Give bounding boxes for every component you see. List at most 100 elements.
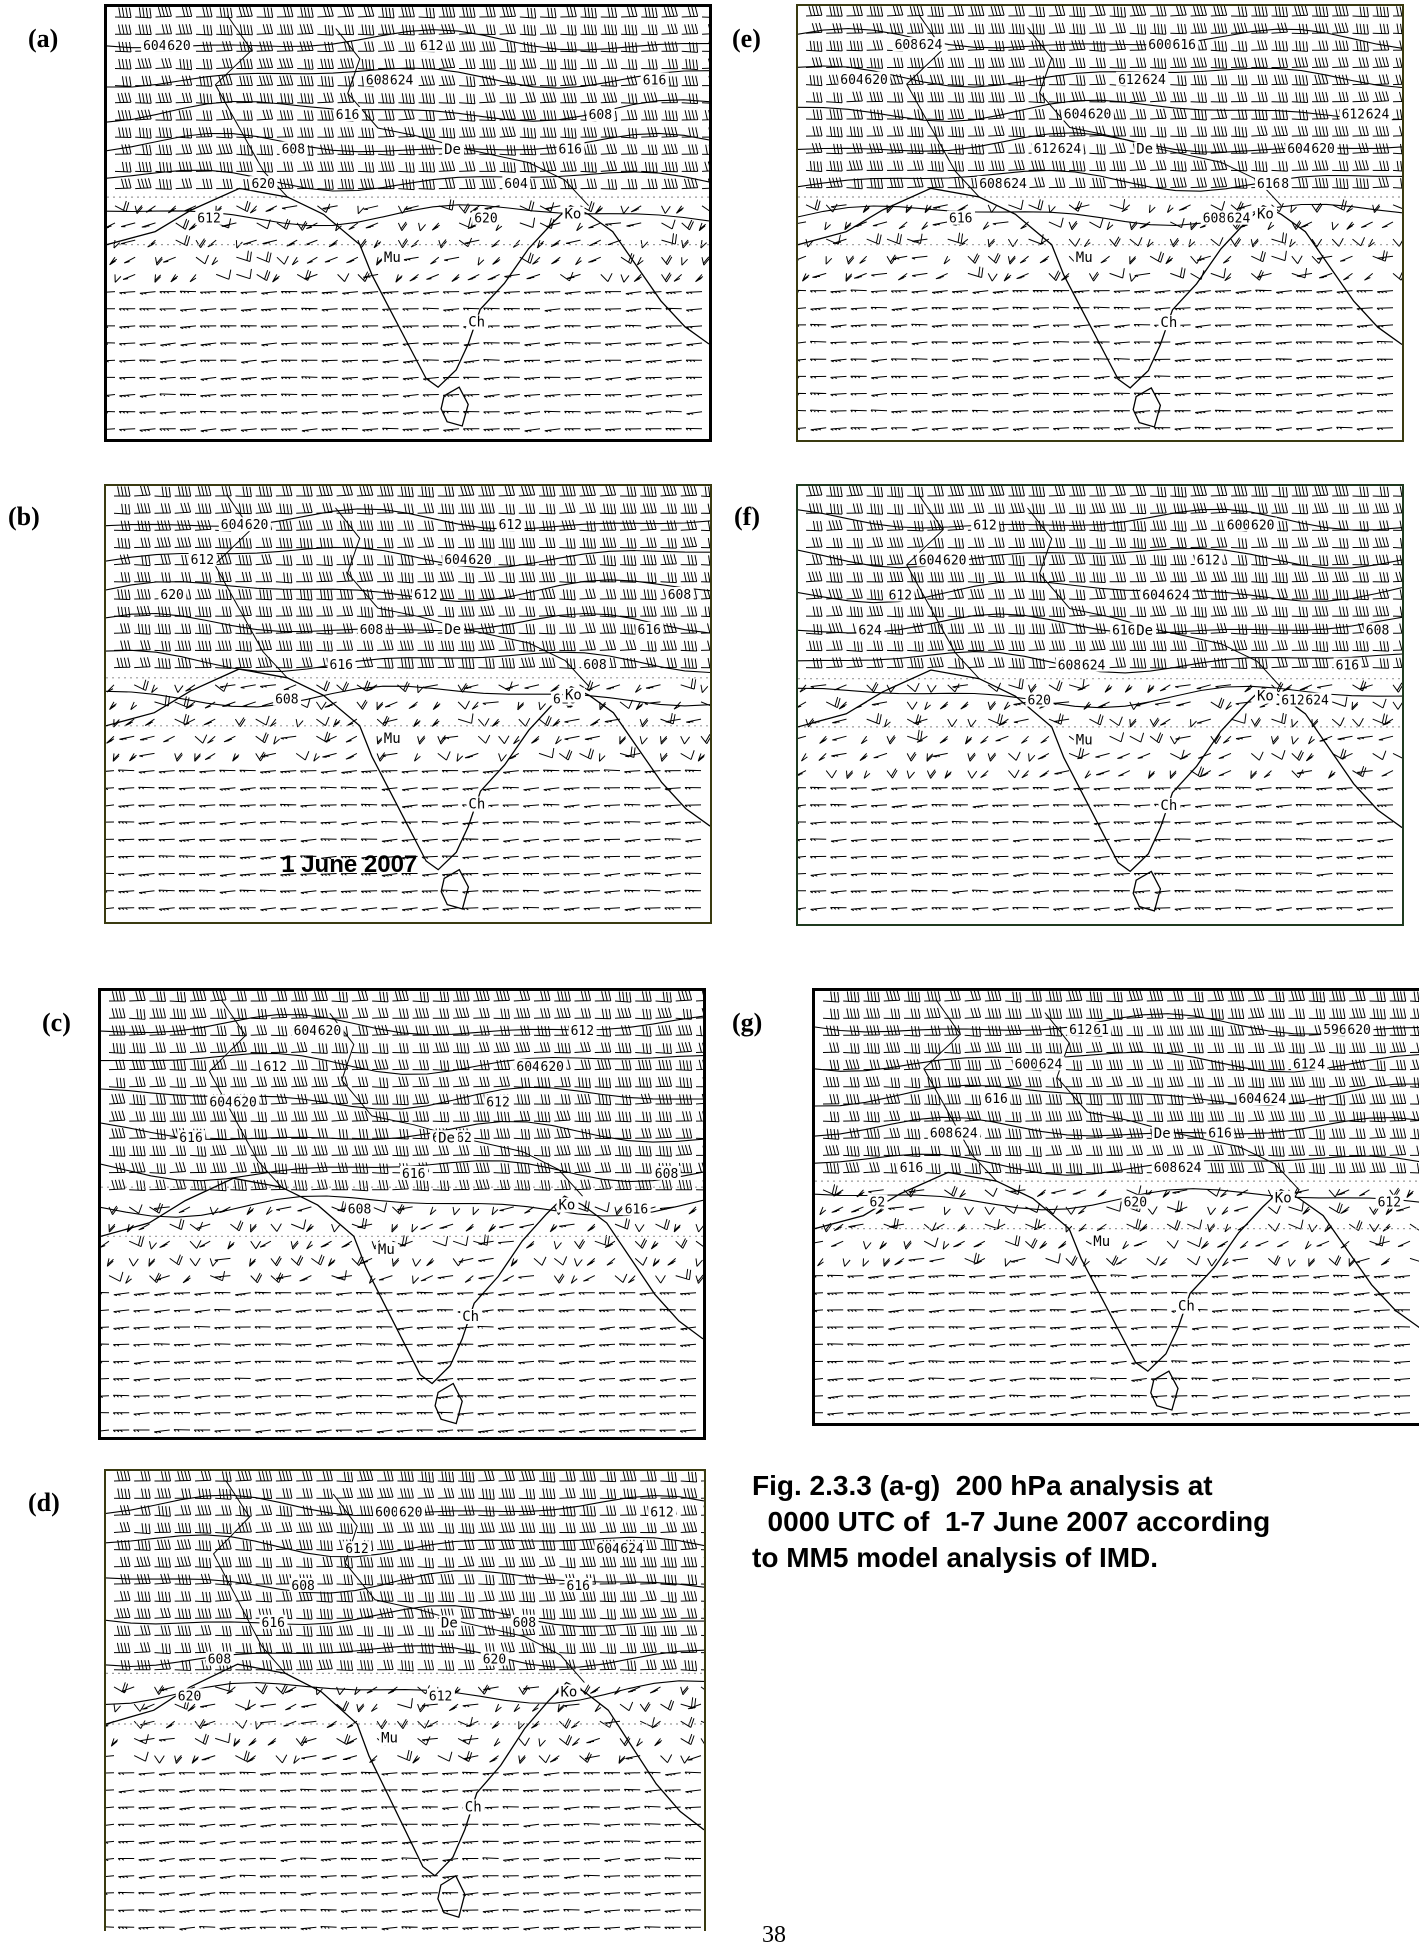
wind-barb bbox=[661, 1626, 677, 1636]
contour-value-label: 600 bbox=[1227, 518, 1250, 533]
wind-barb bbox=[665, 771, 681, 773]
wind-barb bbox=[159, 805, 175, 808]
wind-barb bbox=[134, 572, 150, 582]
wind-barb bbox=[442, 1927, 458, 1929]
wind-barb bbox=[361, 804, 377, 806]
wind-barb bbox=[1170, 572, 1186, 582]
contour-value-label: 612 bbox=[571, 1024, 594, 1039]
wind-barb bbox=[1341, 753, 1353, 758]
wind-barb bbox=[580, 589, 596, 599]
wind-barb bbox=[831, 856, 847, 858]
wind-barb bbox=[382, 1927, 398, 1930]
wind-barb bbox=[538, 1310, 554, 1312]
wind-barb bbox=[625, 908, 641, 911]
wind-barb bbox=[439, 161, 455, 171]
wind-barb bbox=[494, 1163, 510, 1173]
wind-barb bbox=[1276, 308, 1292, 310]
wind-barb bbox=[134, 1396, 150, 1398]
wind-barb bbox=[590, 1687, 600, 1694]
wind-barb bbox=[564, 891, 580, 894]
wind-barb bbox=[1154, 359, 1170, 361]
wind-barb bbox=[402, 1790, 418, 1792]
wind-barb bbox=[119, 412, 135, 414]
contour-value-label: 604 bbox=[516, 1060, 540, 1075]
wind-barb bbox=[686, 292, 702, 294]
wind-barb bbox=[580, 538, 596, 548]
wind-barb bbox=[118, 1773, 134, 1775]
contour-value-label: 608 bbox=[583, 658, 606, 673]
wind-barb bbox=[1069, 178, 1085, 188]
wind-barb bbox=[121, 223, 135, 227]
wind-barb bbox=[520, 8, 536, 18]
wind-barb bbox=[403, 377, 419, 380]
wind-barb bbox=[494, 1009, 510, 1019]
wind-barb bbox=[356, 1412, 372, 1414]
wind-barb bbox=[621, 7, 637, 17]
wind-barb bbox=[620, 1643, 636, 1653]
wind-barb bbox=[230, 991, 246, 1001]
wind-barb bbox=[1353, 606, 1369, 616]
contour-value-label: 604 bbox=[143, 39, 167, 54]
wind-barb bbox=[311, 991, 327, 1001]
wind-barb bbox=[296, 538, 312, 549]
contour-value-label: 616 bbox=[1336, 659, 1359, 674]
wind-barb bbox=[443, 429, 459, 432]
wind-barb bbox=[1130, 256, 1136, 264]
wind-barb bbox=[418, 1592, 434, 1602]
wind-barb bbox=[891, 788, 907, 790]
contour-line bbox=[101, 1087, 703, 1109]
wind-barb bbox=[626, 360, 642, 363]
wind-barb bbox=[1393, 161, 1402, 171]
wind-barb bbox=[538, 1430, 554, 1432]
wind-barb bbox=[465, 240, 480, 244]
wind-barb bbox=[1069, 679, 1084, 689]
wind-barb bbox=[1235, 307, 1251, 309]
wind-barb bbox=[215, 1258, 231, 1261]
wind-barb bbox=[156, 7, 172, 17]
wind-barb bbox=[362, 395, 378, 397]
wind-barb bbox=[296, 1609, 312, 1619]
wind-barb bbox=[564, 770, 580, 772]
wind-barb bbox=[139, 1790, 155, 1793]
wind-barb bbox=[645, 1893, 661, 1896]
wind-barb bbox=[224, 736, 235, 742]
wind-barb bbox=[534, 1112, 550, 1122]
wind-barb bbox=[101, 1241, 109, 1248]
contour-value-label: 604 bbox=[840, 73, 864, 88]
contour-value-label: 620 bbox=[252, 177, 275, 192]
wind-barb bbox=[159, 1893, 175, 1896]
wind-barb bbox=[1110, 732, 1124, 741]
wind-barb bbox=[545, 395, 561, 398]
wind-barb bbox=[358, 162, 374, 172]
wind-barb bbox=[271, 991, 287, 1001]
wind-barb bbox=[1073, 839, 1089, 841]
wind-barb bbox=[417, 1292, 433, 1294]
wind-barb bbox=[115, 162, 131, 172]
wind-barb bbox=[665, 856, 681, 859]
wind-barb bbox=[175, 658, 191, 668]
wind-barb bbox=[811, 685, 827, 688]
wind-barb bbox=[668, 1258, 676, 1265]
wind-barb bbox=[300, 1858, 316, 1860]
wind-barb bbox=[646, 308, 662, 310]
wind-barb bbox=[155, 1756, 165, 1764]
contour-value-label: 624 bbox=[1227, 212, 1251, 227]
wind-barb bbox=[1215, 856, 1231, 859]
wind-barb bbox=[1134, 856, 1150, 858]
wind-barb bbox=[907, 658, 923, 668]
wind-barb bbox=[418, 537, 434, 547]
wind-barb bbox=[106, 908, 114, 911]
wind-barb bbox=[118, 1927, 134, 1929]
wind-barb bbox=[1149, 771, 1155, 779]
wind-barb bbox=[1053, 393, 1069, 395]
wind-barb bbox=[276, 1643, 292, 1653]
wind-barb bbox=[135, 145, 151, 155]
wind-barb bbox=[176, 235, 190, 246]
wind-barb bbox=[621, 110, 637, 120]
wind-barb bbox=[826, 127, 842, 137]
wind-barb bbox=[952, 856, 968, 858]
wind-barb bbox=[196, 179, 212, 189]
wind-barb bbox=[551, 240, 560, 247]
contour-value-label: 608 bbox=[979, 177, 1002, 192]
wind-barb bbox=[140, 326, 156, 328]
